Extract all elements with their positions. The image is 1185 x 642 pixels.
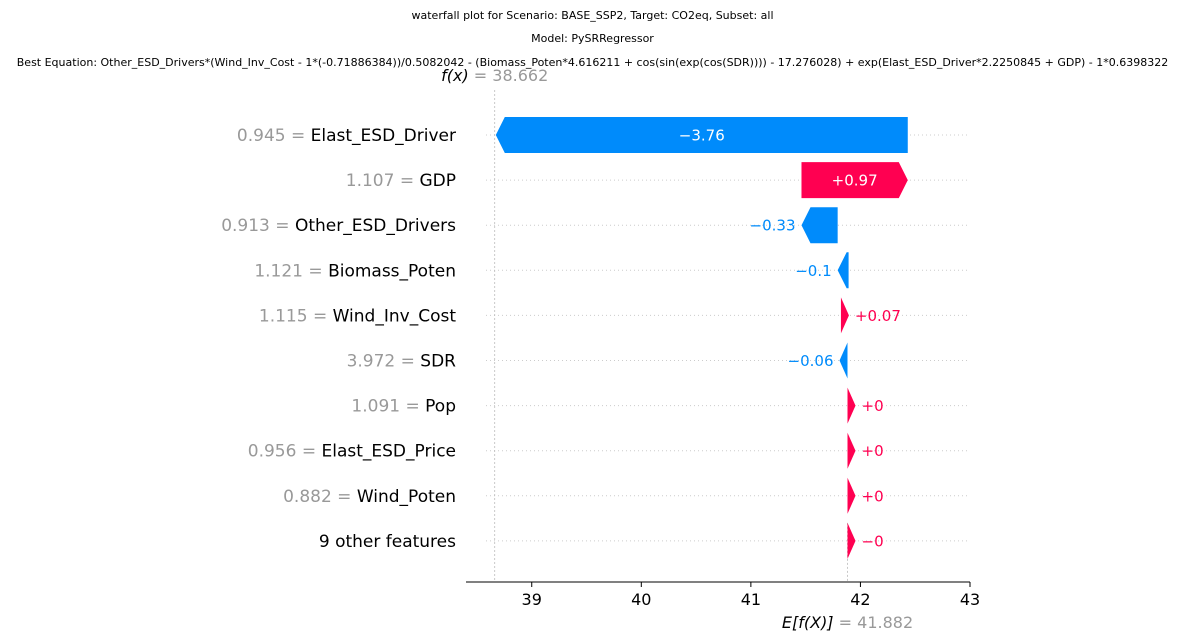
waterfall-bar — [837, 252, 849, 289]
bar-value-label: +0 — [862, 442, 884, 460]
x-tick-label: 39 — [522, 590, 542, 609]
bar-value-label: −0 — [862, 532, 884, 550]
chart-title: waterfall plot for Scenario: BASE_SSP2, … — [411, 9, 774, 22]
feature-label: 3.972 = SDR — [347, 352, 457, 372]
feature-label: 0.913 = Other_ESD_Drivers — [221, 216, 456, 236]
waterfall-bar — [847, 477, 856, 514]
waterfall-bar — [801, 207, 838, 244]
feature-label: 0.882 = Wind_Poten — [283, 487, 456, 507]
waterfall-bar — [495, 117, 908, 153]
x-tick-label: 43 — [960, 590, 980, 609]
x-tick-label: 40 — [631, 590, 651, 609]
feature-label: 0.945 = Elast_ESD_Driver — [237, 126, 456, 146]
feature-label: 1.115 = Wind_Inv_Cost — [259, 306, 456, 326]
waterfall-bar — [847, 387, 856, 424]
bar-value-label: −0.1 — [795, 262, 831, 280]
fx-annotation: f(x) = 38.662 — [441, 66, 548, 85]
feature-label: 1.121 = Biomass_Poten — [254, 261, 456, 281]
feature-label: 9 other features — [319, 532, 456, 552]
bar-value-label: +0 — [862, 397, 884, 415]
waterfall-bar — [847, 522, 856, 559]
feature-label: 1.091 = Pop — [351, 397, 456, 417]
feature-label: 0.956 = Elast_ESD_Price — [248, 442, 456, 462]
bar-value-label: −3.76 — [679, 127, 725, 145]
bar-value-label: +0 — [862, 487, 884, 505]
bar-value-label: −0.06 — [788, 352, 834, 370]
chart-subtitle-equation: Best Equation: Other_ESD_Drivers*(Wind_I… — [16, 56, 1169, 69]
x-tick-label: 41 — [741, 590, 761, 609]
waterfall-bar — [840, 297, 849, 334]
waterfall-bar — [847, 432, 856, 469]
waterfall-bar — [839, 342, 848, 379]
bar-value-label: +0.07 — [855, 307, 901, 325]
x-tick-label: 42 — [850, 590, 870, 609]
bar-value-label: −0.33 — [750, 217, 796, 235]
efx-annotation: E[f(X)] = 41.882 — [782, 613, 913, 632]
bar-value-label: +0.97 — [832, 172, 878, 190]
chart-subtitle-model: Model: PySRRegressor — [531, 32, 654, 45]
feature-label: 1.107 = GDP — [346, 171, 456, 191]
waterfall-bar — [801, 162, 908, 199]
